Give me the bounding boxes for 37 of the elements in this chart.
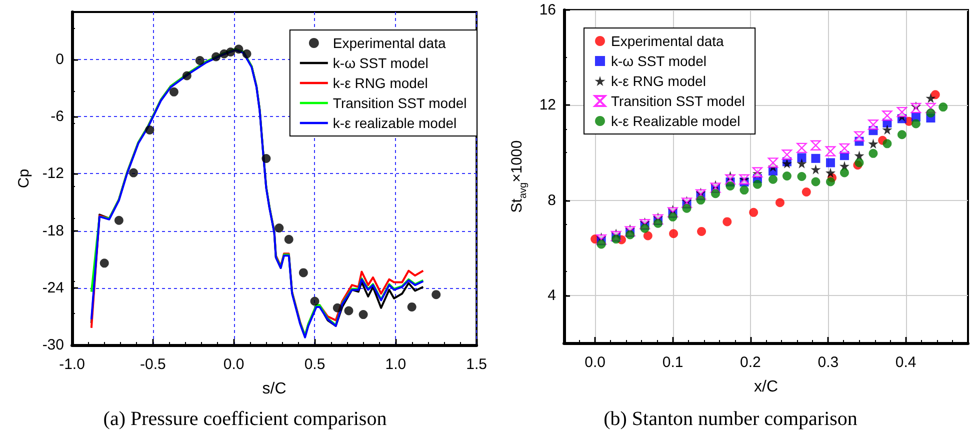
y-tick-label: -6: [50, 108, 64, 126]
y-tick-label: 16: [539, 2, 556, 18]
y-tick-label: -24: [42, 279, 64, 296]
y-tick-label: 12: [539, 96, 556, 114]
legend-label: k-ω SST model: [332, 55, 428, 71]
x-tick-label: 1.0: [385, 356, 406, 373]
legend-label: Experimental data: [332, 35, 446, 51]
y-axis-title: Cp: [15, 168, 32, 188]
y-tick-label: -30: [42, 336, 64, 354]
legend-label: k-ε Realizable model: [611, 113, 740, 129]
x-tick-label: 0.0: [584, 354, 606, 371]
y-tick-label: 4: [548, 286, 556, 304]
y-tick-label: -12: [42, 165, 64, 182]
x-tick-label: -0.5: [140, 356, 166, 373]
x-tick-label: 0.1: [662, 354, 684, 371]
legend-label: Transition SST model: [611, 93, 745, 109]
x-tick-label: 0.2: [740, 354, 761, 371]
legend-label: k-ω SST model: [611, 53, 706, 69]
legend-label: k-ε RNG model: [611, 73, 706, 89]
legend-label: k-ε RNG model: [332, 75, 428, 91]
x-tick-label: 0.5: [304, 356, 326, 373]
x-tick-label: 1.5: [466, 356, 488, 373]
text: (b) Stanton number comparison: [604, 408, 858, 430]
legend-label: Transition SST model: [332, 95, 467, 111]
legend-label: k-ε realizable model: [332, 115, 457, 131]
x-tick-label: 0.3: [818, 354, 839, 371]
y-tick-label: 0: [56, 51, 64, 68]
x-tick-label: 0.0: [223, 356, 244, 373]
y-tick-label: -18: [42, 222, 64, 240]
legend-label: Experimental data: [611, 33, 724, 49]
x-tick-label: -1.0: [59, 356, 85, 373]
x-axis-title: x/C: [754, 378, 778, 396]
y-axis-title: Stavg×1000: [508, 140, 529, 213]
y-tick-label: 8: [548, 192, 556, 209]
x-tick-label: 0.4: [895, 354, 916, 371]
x-axis-title: s/C: [262, 380, 286, 398]
text: (a) Pressure coefficient comparison: [103, 408, 387, 430]
